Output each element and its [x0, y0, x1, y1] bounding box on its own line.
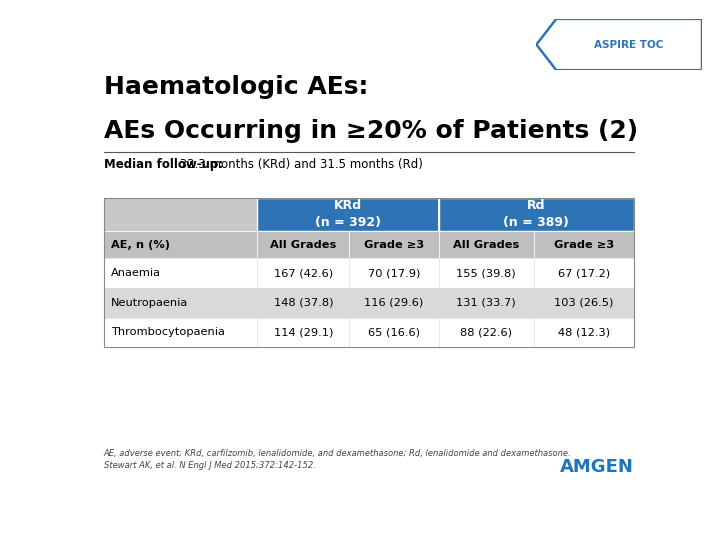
Bar — [534, 318, 634, 347]
Text: 70 (17.9): 70 (17.9) — [368, 268, 420, 278]
Bar — [349, 231, 438, 258]
Bar — [438, 258, 534, 288]
Text: Rd
(n = 389): Rd (n = 389) — [503, 199, 570, 230]
Bar — [258, 231, 349, 258]
Bar — [104, 288, 258, 318]
Bar — [534, 258, 634, 288]
Bar — [438, 198, 634, 231]
Text: All Grades: All Grades — [270, 240, 336, 249]
Text: Neutropaenia: Neutropaenia — [111, 298, 188, 308]
Text: 67 (17.2): 67 (17.2) — [558, 268, 610, 278]
Bar — [258, 258, 349, 288]
Polygon shape — [536, 19, 702, 70]
Text: Thrombocytopaenia: Thrombocytopaenia — [111, 327, 225, 337]
Bar — [258, 198, 438, 231]
Bar — [104, 198, 258, 231]
Text: Median follow-up:: Median follow-up: — [104, 158, 223, 171]
Text: ASPIRE TOC: ASPIRE TOC — [595, 39, 664, 50]
Bar — [349, 258, 438, 288]
Bar — [438, 198, 440, 231]
Text: Haematologic AEs:: Haematologic AEs: — [104, 75, 369, 99]
Bar — [104, 258, 258, 288]
Text: KRd
(n = 392): KRd (n = 392) — [315, 199, 381, 230]
Bar — [534, 231, 634, 258]
Text: All Grades: All Grades — [453, 240, 519, 249]
Text: 131 (33.7): 131 (33.7) — [456, 298, 516, 308]
Text: 116 (29.6): 116 (29.6) — [364, 298, 424, 308]
Text: 88 (22.6): 88 (22.6) — [460, 327, 512, 337]
Bar — [104, 198, 634, 347]
Bar — [349, 288, 438, 318]
Text: AE, adverse event; KRd, carfilzomib, lenalidomide, and dexamethasone; Rd, lenali: AE, adverse event; KRd, carfilzomib, len… — [104, 449, 572, 458]
Text: Grade ≥3: Grade ≥3 — [364, 240, 424, 249]
Bar — [258, 318, 349, 347]
Bar — [258, 288, 349, 318]
Bar — [104, 231, 258, 258]
Text: Stewart AK, et al. N Engl J Med 2015;372:142-152.: Stewart AK, et al. N Engl J Med 2015;372… — [104, 461, 316, 470]
Text: 148 (37.8): 148 (37.8) — [274, 298, 333, 308]
Bar — [104, 318, 258, 347]
Bar — [438, 288, 534, 318]
Text: AEs Occurring in ≥20% of Patients (2): AEs Occurring in ≥20% of Patients (2) — [104, 119, 638, 143]
Text: 167 (42.6): 167 (42.6) — [274, 268, 333, 278]
Text: Grade ≥3: Grade ≥3 — [554, 240, 614, 249]
Text: 103 (26.5): 103 (26.5) — [554, 298, 613, 308]
Text: 65 (16.6): 65 (16.6) — [368, 327, 420, 337]
Bar — [438, 231, 534, 258]
Text: AMGEN: AMGEN — [560, 458, 634, 476]
Text: 32.3 months (KRd) and 31.5 months (Rd): 32.3 months (KRd) and 31.5 months (Rd) — [176, 158, 423, 171]
Bar — [534, 288, 634, 318]
Bar — [349, 318, 438, 347]
Text: 155 (39.8): 155 (39.8) — [456, 268, 516, 278]
Bar — [438, 318, 534, 347]
Text: Anaemia: Anaemia — [111, 268, 161, 278]
Text: 114 (29.1): 114 (29.1) — [274, 327, 333, 337]
Text: 48 (12.3): 48 (12.3) — [558, 327, 610, 337]
Text: AE, n (%): AE, n (%) — [111, 240, 170, 249]
